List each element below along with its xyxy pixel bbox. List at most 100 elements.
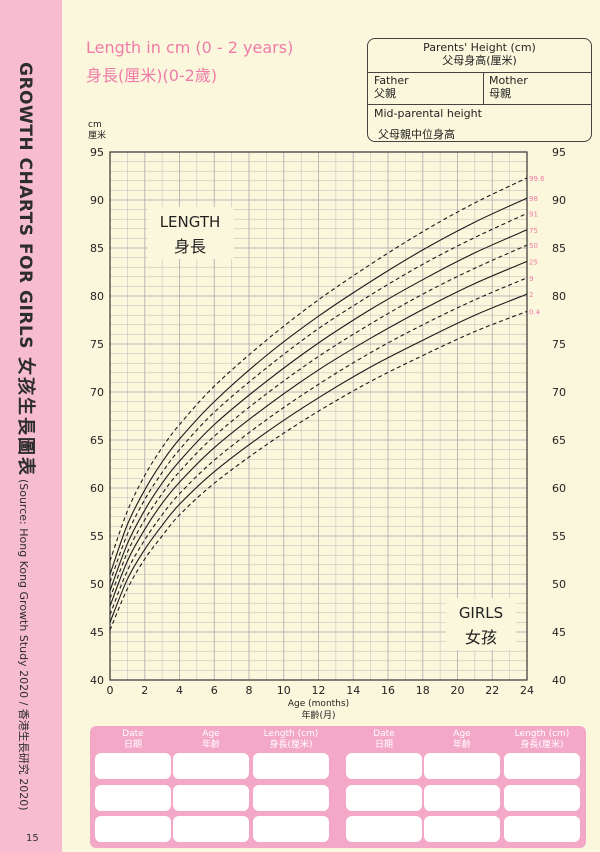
- record-entry-box[interactable]: [504, 816, 580, 842]
- record-entry-box[interactable]: [173, 753, 249, 779]
- x-tick-label: 6: [211, 684, 218, 697]
- record-entry-box[interactable]: [173, 785, 249, 811]
- y-tick-label: 95: [90, 146, 104, 159]
- chart-title-en: Length in cm (0 - 2 years): [86, 38, 294, 57]
- centile-label: 50: [529, 242, 538, 250]
- y-tick-label: 80: [90, 290, 104, 303]
- y-tick-label-right: 95: [552, 146, 566, 159]
- form-column-header: Length (cm) 身長(厘米): [502, 729, 582, 751]
- y-tick-label-right: 50: [552, 578, 566, 591]
- form-header-en: Age: [453, 729, 471, 739]
- x-tick-label: 10: [277, 684, 291, 697]
- y-tick-label: 50: [90, 578, 104, 591]
- form-header-en: Date: [373, 729, 395, 739]
- y-tick-label: 60: [90, 482, 104, 495]
- x-tick-label: 20: [451, 684, 465, 697]
- centile-line-9: [109, 277, 528, 615]
- mid-parental-label-en: Mid-parental height: [374, 107, 482, 120]
- centile-label: 98: [529, 195, 538, 203]
- form-column-header: Date 日期: [93, 729, 173, 751]
- form-header-en: Date: [122, 729, 144, 739]
- centile-label: 99.6: [529, 175, 545, 183]
- form-header-en: Age: [202, 729, 220, 739]
- page-number: 15: [26, 833, 39, 844]
- parents-height-box: Parents' Height (cm) 父母身高(厘米) Father 父親 …: [367, 38, 592, 142]
- form-header-en: Length (cm): [514, 729, 570, 739]
- y-tick-label: 55: [90, 530, 104, 543]
- father-height-field[interactable]: Father 父親: [374, 74, 409, 100]
- centile-line-91: [109, 212, 528, 583]
- record-form: Date 日期 Age 年齡 Length (cm) 身長(厘米) Date 日期 Age 年齡 L…: [90, 726, 586, 848]
- centile-line-50: [109, 244, 528, 599]
- centile-label: 9: [529, 275, 533, 283]
- form-column-header: Age 年齡: [422, 729, 502, 751]
- record-entry-box[interactable]: [346, 816, 422, 842]
- divider: [483, 72, 484, 104]
- y-tick-label-right: 55: [552, 530, 566, 543]
- y-tick-label: 90: [90, 194, 104, 207]
- x-tick-label: 24: [520, 684, 534, 697]
- father-label-en: Father: [374, 74, 409, 87]
- x-axis-label: Age (months): [288, 699, 349, 709]
- record-entry-box[interactable]: [504, 785, 580, 811]
- form-header-zh: 身長(厘米): [520, 740, 564, 750]
- divider: [368, 104, 591, 105]
- mother-label-en: Mother: [489, 74, 528, 87]
- girls-label-zh: 女孩: [465, 628, 497, 647]
- y-tick-label-right: 70: [552, 386, 566, 399]
- length-label-bg: [148, 207, 234, 259]
- y-tick-label-right: 90: [552, 194, 566, 207]
- sidebar: [0, 0, 62, 852]
- form-column-header: Age 年齡: [171, 729, 251, 751]
- record-entry-box[interactable]: [424, 785, 500, 811]
- record-entry-box[interactable]: [253, 753, 329, 779]
- record-entry-box[interactable]: [253, 816, 329, 842]
- record-entry-box[interactable]: [424, 753, 500, 779]
- centile-line-25: [109, 260, 528, 607]
- record-entry-box[interactable]: [95, 816, 171, 842]
- y-axis-label: cm: [88, 120, 102, 130]
- centile-label: 75: [529, 227, 538, 235]
- y-tick-label-right: 80: [552, 290, 566, 303]
- centile-line-2: [109, 293, 528, 623]
- y-tick-label-right: 85: [552, 242, 566, 255]
- form-header-zh: 年齡: [201, 740, 220, 750]
- x-tick-label: 2: [141, 684, 148, 697]
- y-axis-label-zh: 厘米: [88, 129, 106, 141]
- x-tick-label: 22: [485, 684, 499, 697]
- y-tick-label-right: 65: [552, 434, 566, 447]
- y-tick-label-right: 75: [552, 338, 566, 351]
- centile-label: 0.4: [529, 308, 541, 316]
- centile-line-75: [109, 229, 528, 591]
- parents-height-heading: Parents' Height (cm) 父母身高(厘米): [368, 41, 591, 67]
- record-entry-box[interactable]: [346, 785, 422, 811]
- record-entry-box[interactable]: [95, 753, 171, 779]
- y-tick-label: 40: [90, 674, 104, 687]
- x-tick-label: 12: [312, 684, 326, 697]
- record-entry-box[interactable]: [95, 785, 171, 811]
- record-entry-box[interactable]: [253, 785, 329, 811]
- y-tick-label: 70: [90, 386, 104, 399]
- centile-label: 91: [529, 210, 538, 218]
- form-header-zh: 日期: [374, 740, 393, 750]
- y-tick-label: 45: [90, 626, 104, 639]
- mother-height-field[interactable]: Mother 母親: [489, 74, 528, 100]
- record-entry-box[interactable]: [346, 753, 422, 779]
- mother-label-zh: 母親: [489, 87, 511, 100]
- form-column-header: Date 日期: [344, 729, 424, 751]
- plot-frame: [109, 151, 528, 681]
- form-header-zh: 日期: [123, 740, 142, 750]
- mid-parental-label-zh: 父母親中位身高: [378, 128, 455, 141]
- centile-line-98: [109, 197, 528, 575]
- record-entry-box[interactable]: [424, 816, 500, 842]
- form-header-zh: 年齡: [452, 740, 471, 750]
- father-label-zh: 父親: [374, 87, 396, 100]
- record-entry-box[interactable]: [173, 816, 249, 842]
- record-entry-box[interactable]: [504, 753, 580, 779]
- form-header-zh: 身長(厘米): [269, 740, 313, 750]
- centile-label: 2: [529, 291, 533, 299]
- parents-height-title-zh: 父母身高(厘米): [442, 54, 517, 67]
- y-tick-label: 85: [90, 242, 104, 255]
- y-tick-label-right: 60: [552, 482, 566, 495]
- y-tick-label-right: 40: [552, 674, 566, 687]
